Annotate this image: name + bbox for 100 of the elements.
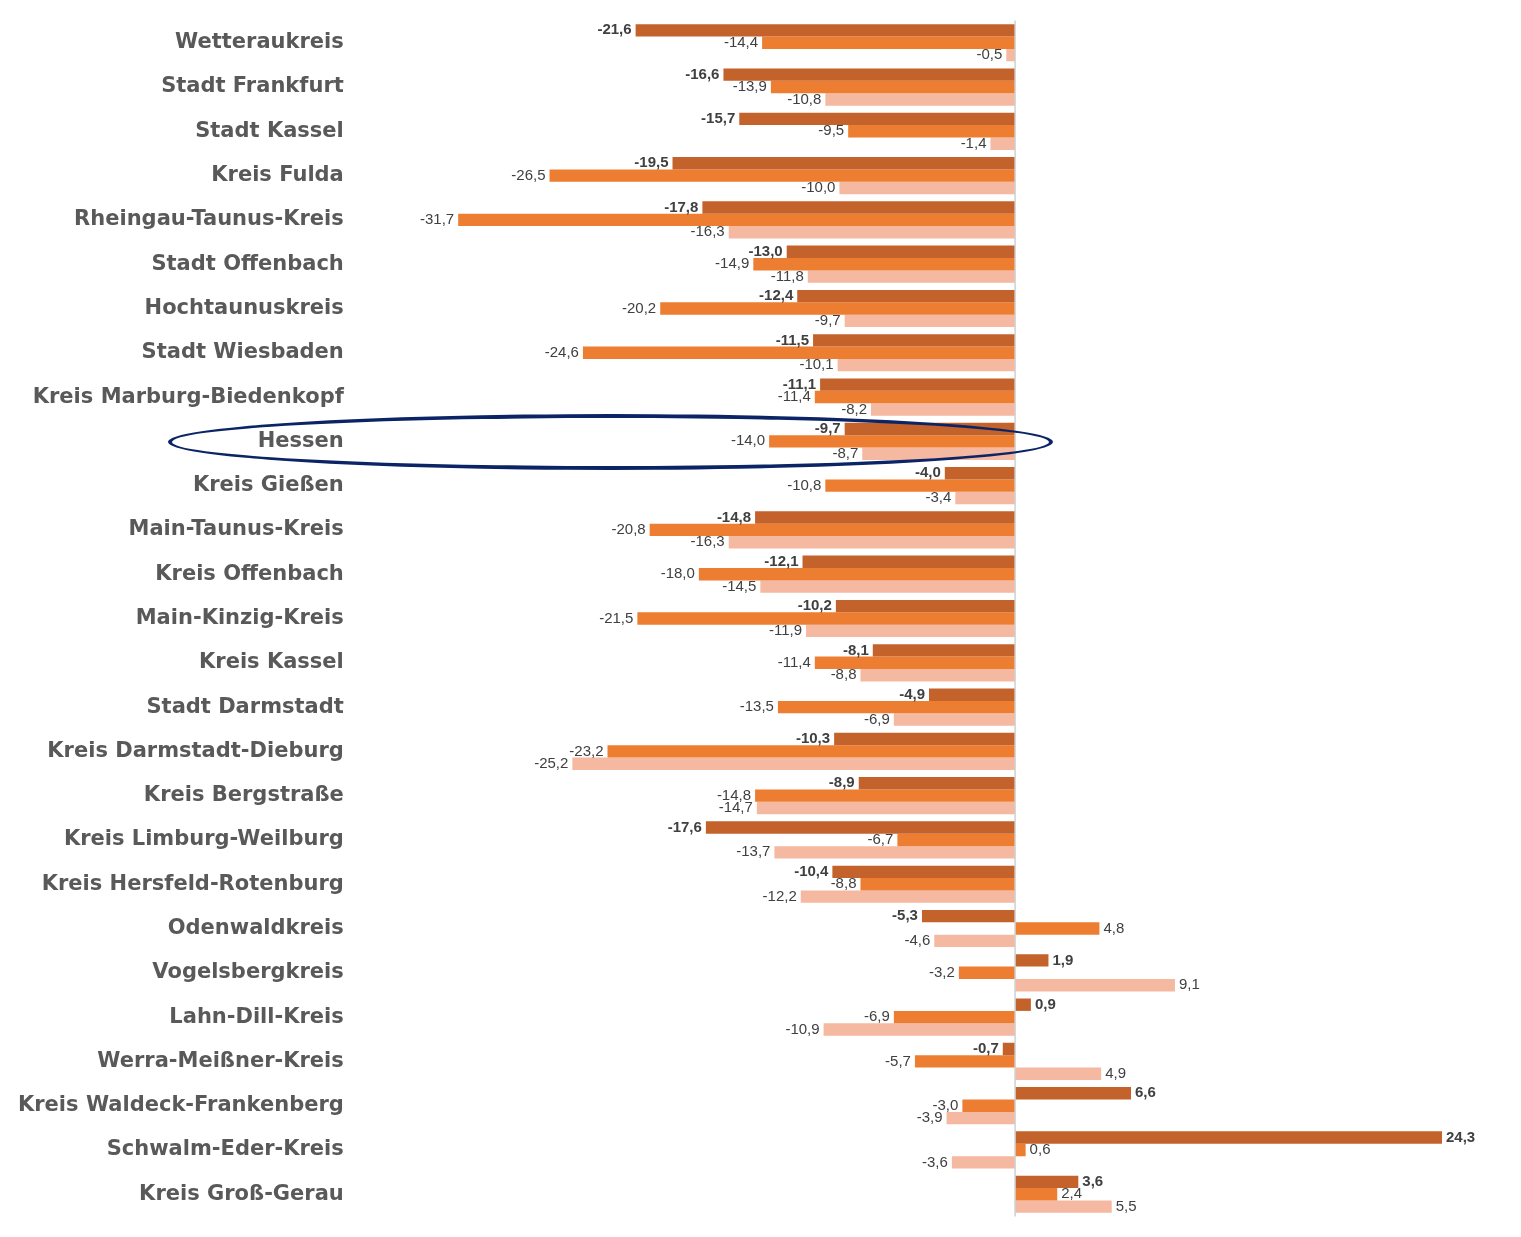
bar bbox=[786, 245, 1016, 258]
bar bbox=[990, 137, 1016, 150]
bar bbox=[955, 491, 1016, 505]
data-label: -8,8 bbox=[830, 874, 857, 892]
data-label: -5,7 bbox=[885, 1051, 911, 1069]
data-label: -13,0 bbox=[748, 241, 783, 259]
data-label: -4,0 bbox=[914, 463, 941, 481]
bar bbox=[806, 624, 1016, 638]
bar bbox=[649, 523, 1016, 537]
data-label: -13,7 bbox=[736, 842, 771, 860]
y-tick-label: Vogelsbergkreis bbox=[152, 959, 344, 984]
y-tick-label: Kreis Offenbach bbox=[155, 560, 344, 585]
bar bbox=[844, 314, 1016, 328]
data-label: -19,5 bbox=[634, 153, 669, 171]
bar bbox=[702, 201, 1016, 214]
bar bbox=[1015, 979, 1175, 992]
bar bbox=[814, 390, 1016, 404]
bar bbox=[572, 757, 1016, 770]
data-label: -21,6 bbox=[597, 20, 632, 38]
bar bbox=[797, 289, 1016, 303]
data-label: -8,1 bbox=[842, 640, 869, 658]
y-tick-label: Lahn-Dill-Kreis bbox=[169, 1003, 344, 1028]
bar bbox=[820, 378, 1016, 391]
bar bbox=[672, 157, 1016, 170]
bar bbox=[762, 36, 1016, 49]
bar bbox=[835, 599, 1016, 613]
bar bbox=[929, 688, 1016, 701]
data-label: -14,5 bbox=[722, 576, 757, 594]
bar bbox=[921, 909, 1016, 923]
data-label: -15,7 bbox=[701, 109, 736, 127]
bar bbox=[458, 213, 1016, 227]
data-label: -26,5 bbox=[511, 165, 546, 183]
y-tick-label: Schwalm-Eder-Kreis bbox=[106, 1136, 344, 1161]
data-label: -10,3 bbox=[795, 729, 831, 747]
data-label: -10,0 bbox=[801, 178, 836, 196]
bar bbox=[813, 334, 1016, 347]
bar bbox=[769, 435, 1016, 448]
data-label: -10,9 bbox=[785, 1019, 820, 1037]
data-label: -21,5 bbox=[599, 608, 634, 626]
y-tick-label: Stadt Kassel bbox=[195, 117, 344, 142]
bar bbox=[800, 890, 1016, 903]
data-label: -12,2 bbox=[762, 886, 797, 904]
bar bbox=[753, 257, 1016, 271]
data-label: -3,0 bbox=[932, 1095, 959, 1113]
y-tick-label: Kreis Fulda bbox=[211, 162, 344, 187]
data-label: -3,4 bbox=[925, 488, 952, 506]
y-tick-label: Kreis Waldeck-Frankenberg bbox=[18, 1092, 344, 1117]
y-tick-label: Stadt Offenbach bbox=[151, 250, 344, 275]
y-tick-label: Odenwaldkreis bbox=[167, 914, 344, 939]
bar bbox=[1015, 1143, 1026, 1157]
y-tick-label: Stadt Frankfurt bbox=[161, 73, 344, 98]
data-label: -18,0 bbox=[660, 564, 695, 582]
data-label: 0,6 bbox=[1029, 1140, 1051, 1158]
data-label: -10,8 bbox=[787, 89, 822, 107]
bar bbox=[777, 700, 1016, 714]
bar bbox=[1015, 1087, 1132, 1100]
bar bbox=[837, 358, 1016, 372]
data-label: -3,6 bbox=[921, 1152, 948, 1170]
data-label: -20,8 bbox=[611, 520, 646, 538]
bar bbox=[946, 1111, 1016, 1125]
bar bbox=[825, 479, 1016, 492]
bar bbox=[728, 226, 1016, 239]
data-label: -0,5 bbox=[976, 45, 1003, 63]
bar bbox=[825, 93, 1016, 106]
bar bbox=[823, 1023, 1016, 1036]
bar bbox=[728, 536, 1016, 549]
bar bbox=[802, 555, 1016, 569]
bar bbox=[872, 644, 1016, 657]
data-label: 0,9 bbox=[1034, 994, 1056, 1012]
data-label: -14,4 bbox=[723, 32, 759, 50]
y-tick-label: Stadt Darmstadt bbox=[146, 693, 344, 718]
bar bbox=[1015, 998, 1031, 1011]
bar bbox=[755, 511, 1016, 524]
data-label: -14,9 bbox=[715, 254, 750, 272]
data-label: -23,2 bbox=[569, 741, 604, 759]
bar bbox=[839, 181, 1016, 195]
data-label: -8,8 bbox=[830, 665, 857, 683]
bar bbox=[934, 934, 1016, 948]
y-tick-label: Kreis Gießen bbox=[192, 472, 344, 497]
bar bbox=[774, 846, 1016, 859]
data-label: 2,4 bbox=[1061, 1184, 1083, 1202]
y-tick-label: Hochtaunuskreis bbox=[144, 294, 344, 319]
data-label: -1,4 bbox=[960, 133, 987, 151]
bar bbox=[770, 80, 1016, 94]
bar bbox=[1015, 1188, 1058, 1201]
data-label: -8,9 bbox=[828, 773, 855, 791]
bar bbox=[807, 270, 1016, 283]
y-tick-label: Kreis Kassel bbox=[199, 649, 344, 674]
y-tick-label: Main-Taunus-Kreis bbox=[128, 516, 344, 541]
data-label: 4,9 bbox=[1105, 1063, 1127, 1081]
data-label: 3,6 bbox=[1082, 1172, 1104, 1189]
data-label: -10,8 bbox=[787, 475, 822, 493]
data-label: -16,3 bbox=[690, 222, 725, 240]
bar bbox=[756, 801, 1016, 815]
data-label: -9,5 bbox=[818, 121, 845, 139]
data-label: -11,8 bbox=[770, 266, 804, 284]
data-label: -5,3 bbox=[892, 906, 918, 924]
data-label: -12,1 bbox=[764, 551, 799, 569]
data-label: -16,6 bbox=[685, 64, 720, 82]
bar bbox=[635, 24, 1016, 37]
